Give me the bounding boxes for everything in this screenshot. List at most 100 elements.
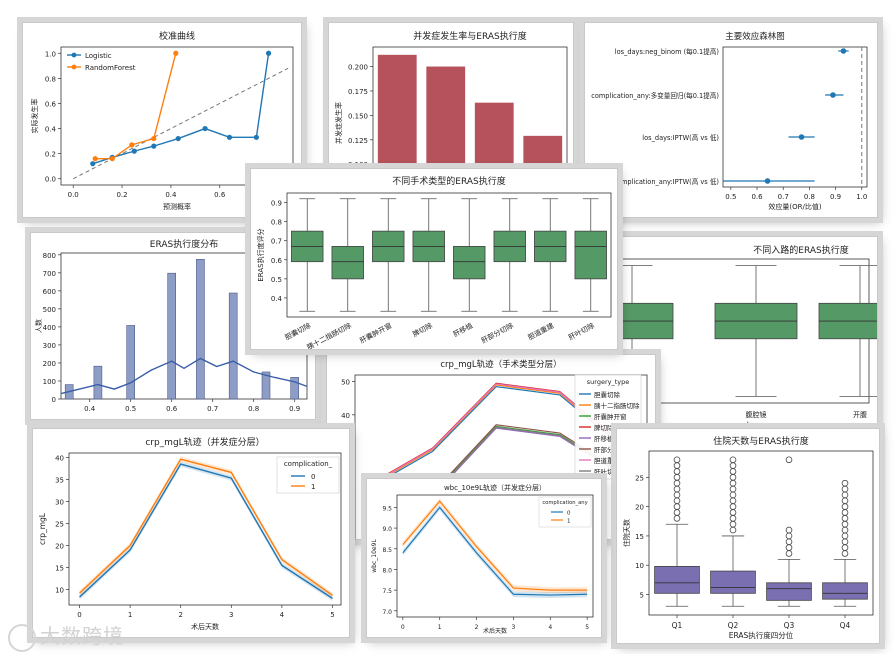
calibration-point bbox=[173, 50, 179, 56]
forest-row-label: los_days:neg_binom (每0.1提高) bbox=[615, 47, 719, 56]
crp-complication-legend-title: complication_ bbox=[284, 460, 333, 468]
los-box-outlier bbox=[841, 503, 849, 510]
crp-surgery-ytick-label: 50 bbox=[341, 379, 350, 387]
los-box-outlier bbox=[841, 532, 849, 540]
eras-hist-ytick-label: 600 bbox=[43, 288, 56, 296]
crp-complication-ytick-label: 10 bbox=[55, 587, 64, 595]
los-box-outlier bbox=[729, 474, 737, 481]
wbc-legend-label: 0 bbox=[567, 511, 571, 517]
calibration-ytick-label: 0.6 bbox=[45, 100, 57, 108]
los-box-outlier bbox=[785, 544, 793, 551]
eras-hist-xtick-label: 0.6 bbox=[166, 405, 178, 413]
wbc-legend-label: 1 bbox=[567, 519, 571, 525]
crp-complication-ytick-label: 40 bbox=[55, 454, 64, 462]
crp-complication-series-line bbox=[79, 458, 333, 596]
calibration-point bbox=[175, 135, 181, 142]
surgery-box-xtick-label: 胆囊切除 bbox=[283, 321, 312, 342]
complication-bar-ytick-label: 0.175 bbox=[348, 88, 368, 96]
calibration-point bbox=[90, 161, 96, 167]
crp-complication-ytick-label: 15 bbox=[55, 565, 64, 573]
wbc-title: wbc_10e9L轨迹（并发症分层） bbox=[444, 483, 546, 492]
los-box-title: 住院天数与ERAS执行度 bbox=[713, 435, 808, 447]
calibration-point bbox=[226, 134, 233, 140]
los-box-rect bbox=[710, 570, 756, 594]
calibration-xtick-label: 0.2 bbox=[116, 191, 127, 199]
wbc-legend-box bbox=[538, 496, 592, 528]
los-box-outlier bbox=[673, 479, 681, 487]
surgery-box-frame bbox=[286, 192, 612, 318]
wbc-ytick-label: 8.0 bbox=[382, 567, 392, 574]
los-box-outlier bbox=[785, 538, 793, 546]
los-box-ytick-label: 10 bbox=[635, 562, 644, 570]
calibration-legend-label: Logistic bbox=[85, 52, 112, 60]
los-box-rect bbox=[654, 565, 700, 594]
calibration-point bbox=[151, 143, 157, 149]
crp-complication-ytick-label: 25 bbox=[55, 520, 64, 528]
forest-estimate-point bbox=[764, 178, 771, 184]
calibration-point bbox=[202, 125, 208, 132]
eras-hist-ytick-label: 200 bbox=[43, 360, 56, 368]
surgery-box-rect bbox=[574, 230, 607, 280]
surgery-box-xtick-label: 肝移植 bbox=[451, 321, 474, 339]
crp-surgery-title: crp_mgL轨迹（手术类型分层） bbox=[440, 359, 561, 370]
crp-surgery-legend-label: 肝移植 bbox=[594, 434, 614, 443]
crp-complication-frame bbox=[68, 452, 342, 606]
calibration-ytick-label: 1.0 bbox=[45, 50, 56, 58]
los-box-outlier bbox=[673, 456, 681, 464]
los-box-outlier bbox=[673, 515, 681, 522]
los-box-outlier bbox=[673, 485, 681, 493]
calibration-point bbox=[129, 142, 135, 148]
los-box-outlier bbox=[785, 456, 793, 464]
forest-row-label: complication_any:多变量回归(每0.1提高) bbox=[591, 91, 719, 100]
eras-hist-bar bbox=[167, 272, 176, 400]
los-box-rect bbox=[766, 582, 812, 601]
wbc-series-line bbox=[402, 506, 588, 596]
forest-xtick-label: 0.8 bbox=[804, 193, 815, 201]
wbc-xtick-label: 4 bbox=[548, 624, 552, 631]
eras-hist-bar bbox=[196, 259, 205, 400]
surgery-box-ytick-label: 0.7 bbox=[271, 238, 282, 246]
crp-complication-series-line bbox=[79, 463, 333, 599]
calibration-legend-marker bbox=[71, 64, 77, 70]
wbc-ytick-label: 7.0 bbox=[382, 609, 392, 616]
forest-xtick-label: 1.0 bbox=[856, 193, 867, 201]
crp-complication-legend-label: 0 bbox=[311, 473, 315, 481]
crp-complication-xlabel: 术后天数 bbox=[191, 622, 219, 631]
los-box-outlier bbox=[841, 526, 849, 534]
surgery-box-ytick-label: 0.9 bbox=[271, 200, 282, 208]
calibration-ytick-label: 0.4 bbox=[45, 126, 57, 134]
crp-surgery-legend-label: 肝囊肿开窗 bbox=[594, 412, 627, 421]
los-box-xtick-label: Q1 bbox=[672, 621, 683, 630]
wbc-frame bbox=[396, 494, 594, 618]
forest-row-label: complication_any:IPTW(高 vs 低) bbox=[613, 177, 719, 186]
wbc-xtick-label: 3 bbox=[512, 624, 516, 631]
complication-bar-ytick-label: 0.100 bbox=[348, 161, 368, 169]
los-box-outlier bbox=[729, 497, 737, 505]
forest-title: 主要效应森林图 bbox=[725, 31, 785, 42]
los-box-outlier bbox=[841, 509, 849, 516]
complication-bar-ytick-label: 0.200 bbox=[348, 64, 368, 72]
los-box-outlier bbox=[729, 526, 737, 534]
calibration-point bbox=[265, 50, 272, 56]
surgery-box-chart: 不同手术类型的ERAS执行度 0.4 0.5 0.6 0.7 0.8 0.9 ERAS执行度评… bbox=[256, 175, 612, 349]
los-box-outlier bbox=[841, 550, 849, 557]
crp-complication-xtick-label: 1 bbox=[128, 611, 132, 619]
complication-bar-ylabel: 并发症发生率 bbox=[334, 102, 343, 144]
los-box-outlier bbox=[729, 520, 737, 528]
wbc-ylabel: wbc_10e9L bbox=[371, 539, 378, 573]
forest-xtick-label: 0.9 bbox=[830, 193, 841, 201]
eras-hist-bar bbox=[93, 365, 103, 400]
calibration-point bbox=[253, 134, 259, 140]
wbc-ytick-label: 9.5 bbox=[382, 505, 392, 512]
los-box-outlier bbox=[729, 462, 737, 469]
watermark-text: 大数跨境 bbox=[40, 624, 124, 648]
eras-hist-ytick-label: 400 bbox=[43, 324, 56, 332]
eras-hist-ytick-label: 800 bbox=[43, 252, 56, 260]
surgery-box-panel: 不同手术类型的ERAS执行度 0.4 0.5 0.6 0.7 0.8 0.9 ERAS执行度评… bbox=[250, 168, 618, 350]
calibration-xlabel: 预测概率 bbox=[163, 202, 191, 211]
forest-panel: 主要效应森林图 0.5 0.6 0.7 0.8 0.9 1.0 效应量(OR/比值) los_d… bbox=[584, 22, 878, 218]
los-box-outlier bbox=[729, 491, 737, 499]
los-box-outlier bbox=[729, 509, 737, 516]
calibration-panel: 校准曲线0.00.20.40.60.81.00.00.20.40.60.8预测概… bbox=[22, 22, 302, 218]
